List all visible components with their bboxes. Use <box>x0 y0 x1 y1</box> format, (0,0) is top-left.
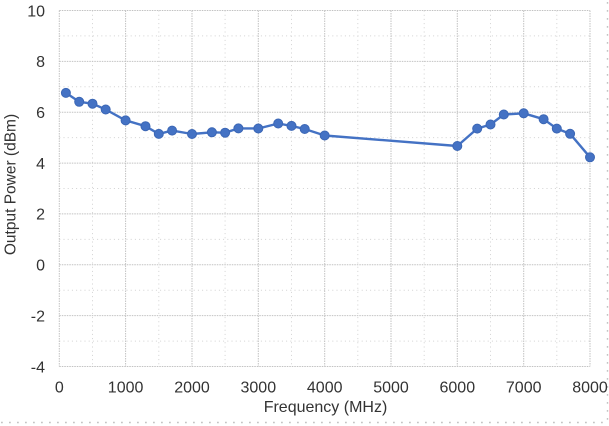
svg-text:0: 0 <box>36 258 45 275</box>
svg-text:8: 8 <box>36 54 45 71</box>
svg-text:Output Power (dBm): Output Power (dBm) <box>3 114 20 255</box>
svg-text:Frequency (MHz): Frequency (MHz) <box>264 399 388 416</box>
svg-text:1000: 1000 <box>108 380 144 397</box>
svg-text:-2: -2 <box>31 308 45 325</box>
svg-text:3000: 3000 <box>241 380 277 397</box>
svg-text:0: 0 <box>55 380 64 397</box>
svg-text:4: 4 <box>36 156 45 173</box>
svg-text:4000: 4000 <box>307 380 343 397</box>
svg-text:2: 2 <box>36 207 45 224</box>
svg-text:7000: 7000 <box>506 380 542 397</box>
svg-text:6: 6 <box>36 105 45 122</box>
svg-text:5000: 5000 <box>373 380 409 397</box>
svg-text:8000: 8000 <box>572 380 608 397</box>
svg-text:-4: -4 <box>31 359 45 376</box>
svg-text:10: 10 <box>27 3 45 20</box>
svg-text:2000: 2000 <box>174 380 210 397</box>
svg-text:6000: 6000 <box>440 380 476 397</box>
